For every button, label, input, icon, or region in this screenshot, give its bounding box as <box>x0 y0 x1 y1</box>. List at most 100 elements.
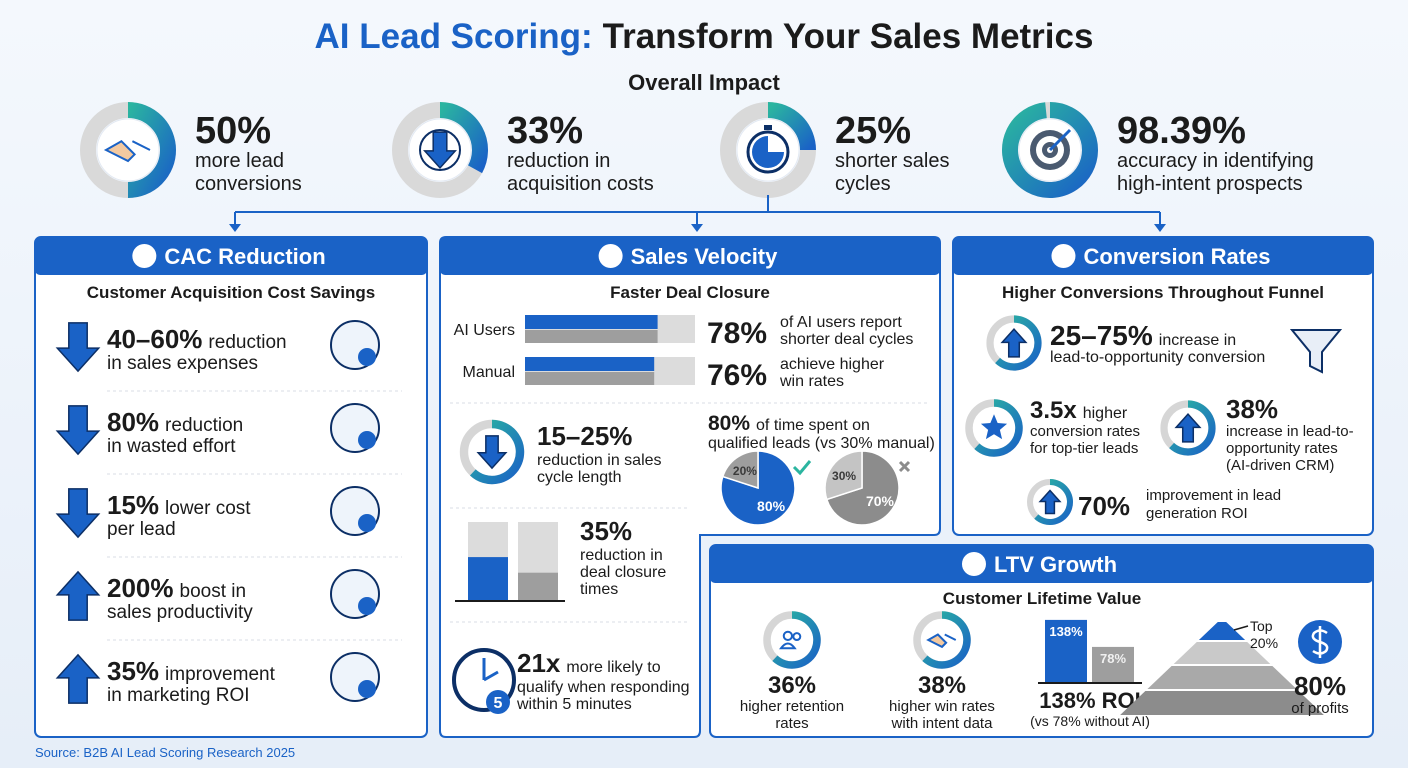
pyramid-layer <box>1147 666 1297 689</box>
item-headline: 80% reduction <box>107 407 243 437</box>
stat-text: times <box>580 581 618 598</box>
icon-handshake <box>103 139 151 163</box>
stopwatch-hand <box>482 658 499 682</box>
pie-label: 70% <box>866 493 895 509</box>
stat-value: 3.5x <box>1030 397 1077 424</box>
dollar-glyph <box>1311 626 1329 658</box>
inline-text: higher <box>1083 405 1128 422</box>
column-icon-fill <box>518 572 558 600</box>
panel-icon <box>598 244 623 268</box>
panel-header <box>710 545 1373 583</box>
pie-slice <box>721 450 759 490</box>
cross-mark <box>898 460 911 473</box>
panel-subtitle: Customer Acquisition Cost Savings <box>87 283 375 302</box>
item-text: conversion rates <box>1030 423 1140 440</box>
stat-value: 38% <box>918 672 966 699</box>
connector-arrow <box>229 224 241 232</box>
pyramid-label: 20% <box>1250 635 1278 651</box>
item-icon-dot <box>358 348 376 366</box>
stat-text: deal closure <box>580 564 666 581</box>
icon-dart <box>1048 128 1072 152</box>
connector-arrow <box>1154 224 1166 232</box>
panel-subtitle: Customer Lifetime Value <box>943 589 1141 608</box>
icon-watch-fill <box>752 136 784 168</box>
item-text: for top-tier leads <box>1030 440 1138 457</box>
stat-value: 200% <box>107 573 174 603</box>
roi-bar-label: 78% <box>1100 651 1126 666</box>
arrow-up <box>55 653 101 704</box>
bar-text: of AI users report <box>780 314 902 331</box>
item-text: in marketing ROI <box>107 685 250 706</box>
stat-value: 35% <box>580 516 632 546</box>
inline-text: lower cost <box>165 498 251 519</box>
icon-arrow <box>1000 328 1028 358</box>
icon-arc <box>995 315 1042 371</box>
item-text: lead-to-opportunity conversion <box>1050 349 1265 366</box>
pyramid-layer <box>1173 642 1271 664</box>
inline-text: reduction <box>208 332 286 353</box>
panel-header <box>35 237 427 275</box>
inline-text: of time spent on <box>756 417 870 434</box>
item-text: per lead <box>107 519 176 540</box>
roi-bar <box>1045 619 1087 682</box>
pie-label: 30% <box>832 469 856 483</box>
panel-header <box>440 237 940 275</box>
item-text: opportunity rates <box>1226 440 1338 457</box>
icon-arrow <box>423 131 457 169</box>
stat-value: 25–75% <box>1050 320 1153 351</box>
stat-value: 21x <box>517 648 561 678</box>
icon-arc <box>922 611 971 669</box>
title-highlight: AI Lead Scoring: <box>315 17 593 56</box>
column-icon-fill <box>468 557 508 600</box>
panel-subtitle: Faster Deal Closure <box>610 283 770 302</box>
panel-icon <box>132 244 157 268</box>
panel-subtitle: Higher Conversions Throughout Funnel <box>1002 283 1324 302</box>
stat-text: shorter sales <box>835 150 950 172</box>
stat-value: 15–25% <box>537 421 632 451</box>
panel-title: Sales Velocity <box>631 244 779 269</box>
source: Source: B2B AI Lead Scoring Research 202… <box>35 745 295 760</box>
item-icon-dot <box>358 680 376 698</box>
donut-arc <box>439 102 488 174</box>
pyramid-layer <box>1198 622 1246 640</box>
item-text: increase in lead-to- <box>1226 423 1354 440</box>
roi-note: (vs 78% without AI) <box>1030 713 1150 729</box>
bar <box>525 315 658 329</box>
title: AI Lead Scoring: Transform Your Sales Met… <box>315 17 1094 56</box>
time-headline: 80% of time spent on <box>708 412 870 435</box>
check-mark <box>792 460 812 476</box>
arrow-up <box>55 570 101 621</box>
stat-text: cycle length <box>537 469 622 486</box>
item-text: sales productivity <box>107 602 253 623</box>
stat-value: 25% <box>835 110 911 152</box>
bar-value: 76% <box>707 359 767 392</box>
stat-text: rates <box>775 715 808 732</box>
icon-arc <box>1034 479 1073 525</box>
item-text: generation ROI <box>1146 505 1248 522</box>
stat-text: conversions <box>195 173 302 195</box>
donut-arc <box>1002 102 1098 198</box>
stat-value: 33% <box>507 110 583 152</box>
connector <box>234 195 1161 226</box>
panel-icon <box>1051 244 1076 268</box>
stat-text: qualify when responding <box>517 679 690 696</box>
item-text: (AI-driven CRM) <box>1226 457 1334 474</box>
panel-icon <box>961 552 986 576</box>
icon-watch-top <box>764 125 772 130</box>
roi-bar <box>1092 646 1134 682</box>
icon-arc <box>974 399 1023 457</box>
icon-arc <box>772 611 821 669</box>
stat-value: 36% <box>768 672 816 699</box>
stat-value: 80% <box>1294 671 1346 701</box>
icon-arrow <box>476 435 508 470</box>
pie-label: 20% <box>733 464 757 478</box>
stat-text: higher retention <box>740 698 844 715</box>
stat-value: 70% <box>1078 491 1130 521</box>
stat-text: more lead <box>195 150 284 172</box>
item-headline: 3.5x higher <box>1030 397 1128 424</box>
icon-person <box>792 632 802 641</box>
stat-text: high-intent prospects <box>1117 173 1303 195</box>
pyramid-layer <box>1120 691 1324 715</box>
icon-arrow <box>1174 413 1202 443</box>
